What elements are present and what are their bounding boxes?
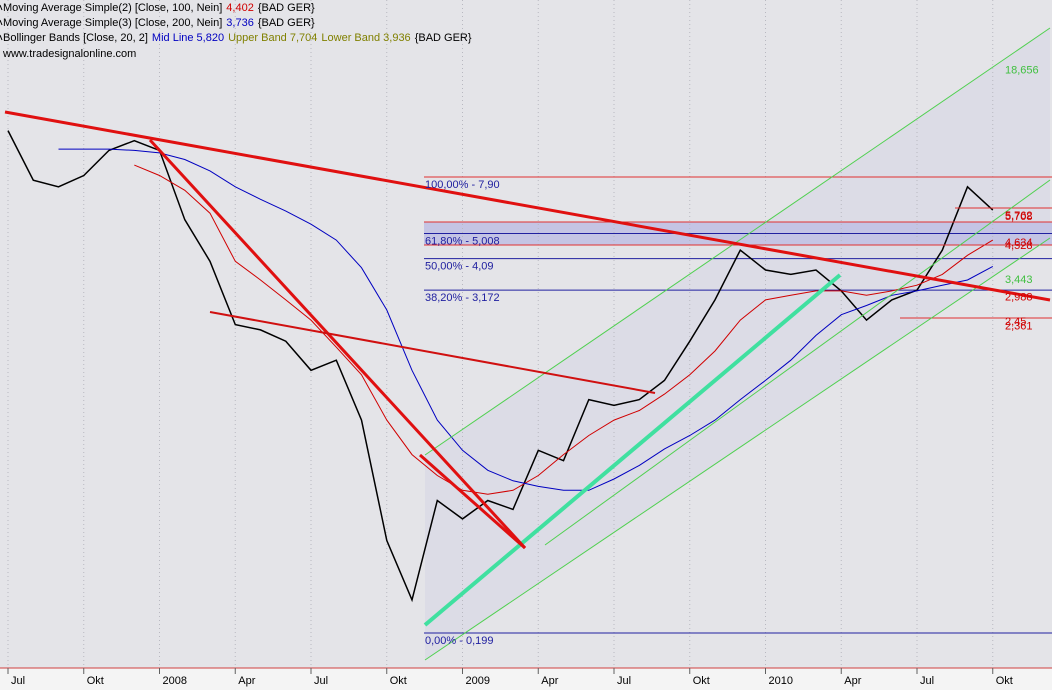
x-tick-label: 2009 xyxy=(466,675,490,687)
x-tick-label: Jul xyxy=(920,675,934,687)
fib-label: 50,00% - 4,09 xyxy=(425,261,494,273)
plot xyxy=(7,0,1052,668)
legend: Moving Average Simple(2) [Close, 100, Ne… xyxy=(0,2,472,44)
trend-line xyxy=(148,138,527,550)
legend-part: Lower Band 3,936 xyxy=(321,32,410,44)
price-label: 3,443 xyxy=(1005,274,1033,286)
x-tick-label: Jul xyxy=(314,675,328,687)
price-label: 4,528 xyxy=(1005,240,1033,252)
price-label: 4,634 xyxy=(1005,237,1033,249)
price-label: 2,361 xyxy=(1005,321,1033,333)
x-tick-label: Okt xyxy=(87,675,104,687)
legend-entry: Moving Average Simple(2) [Close, 100, Ne… xyxy=(3,2,315,14)
channel-line xyxy=(424,27,1051,456)
price-label: 2,45 xyxy=(1005,316,1026,328)
x-tick-label: Apr xyxy=(541,675,558,687)
channel-shade xyxy=(425,28,1050,660)
x-tick-label: Apr xyxy=(238,675,255,687)
legend-entry: Bollinger Bands [Close, 20, 2] Mid Line 5… xyxy=(3,32,472,44)
price-label: 18,656 xyxy=(1005,65,1039,77)
legend-part: {BAD GER} xyxy=(415,32,472,44)
x-axis-strip xyxy=(0,668,1052,690)
legend-part: Mid Line 5,820 xyxy=(152,32,224,44)
legend-entry: Moving Average Simple(3) [Close, 200, Ne… xyxy=(3,17,315,29)
trend-line xyxy=(423,273,842,627)
moving-average xyxy=(134,164,994,495)
legend-part: Upper Band 7,704 xyxy=(228,32,317,44)
legend-part: 3,736 xyxy=(226,17,254,29)
trend-line xyxy=(419,453,526,550)
legend-part: {BAD GER} xyxy=(258,2,315,14)
price-line xyxy=(7,130,994,603)
legend-marker xyxy=(0,4,3,11)
legend-part: {BAD GER} xyxy=(258,17,315,29)
moving-average xyxy=(58,148,994,491)
channel-line xyxy=(424,237,1051,661)
trend-line xyxy=(209,311,656,394)
price-label: 5,708 xyxy=(1005,211,1033,223)
x-tick-label: Okt xyxy=(390,675,407,687)
price-label: 5,762 xyxy=(1005,210,1033,222)
x-tick-label: Apr xyxy=(844,675,861,687)
legend-part: 4,402 xyxy=(226,2,254,14)
trendlines xyxy=(4,27,1052,661)
legend-marker xyxy=(0,19,3,26)
trend-line xyxy=(4,110,1051,302)
legend-part: Moving Average Simple(2) [Close, 100, Ne… xyxy=(3,2,222,14)
x-tick-label: Okt xyxy=(693,675,710,687)
fib-label: 100,00% - 7,90 xyxy=(425,179,500,191)
legend-marker xyxy=(0,34,3,41)
legend-part: Moving Average Simple(3) [Close, 200, Ne… xyxy=(3,17,222,29)
legend-part: Bollinger Bands [Close, 20, 2] xyxy=(3,32,148,44)
x-tick-label: 2010 xyxy=(769,675,793,687)
source: www.tradesignalonline.com xyxy=(2,48,136,60)
fib-label: 61,80% - 5,008 xyxy=(425,235,500,247)
fib-label: 38,20% - 3,172 xyxy=(425,292,500,304)
x-tick-label: Jul xyxy=(617,675,631,687)
price-label: 2,988 xyxy=(1005,291,1033,303)
fib-label: 0,00% - 0,199 xyxy=(425,635,494,647)
x-tick-label: Okt xyxy=(996,675,1013,687)
x-tick-label: 2008 xyxy=(163,675,187,687)
x-tick-label: Jul xyxy=(11,675,25,687)
channel-line xyxy=(544,179,1051,546)
